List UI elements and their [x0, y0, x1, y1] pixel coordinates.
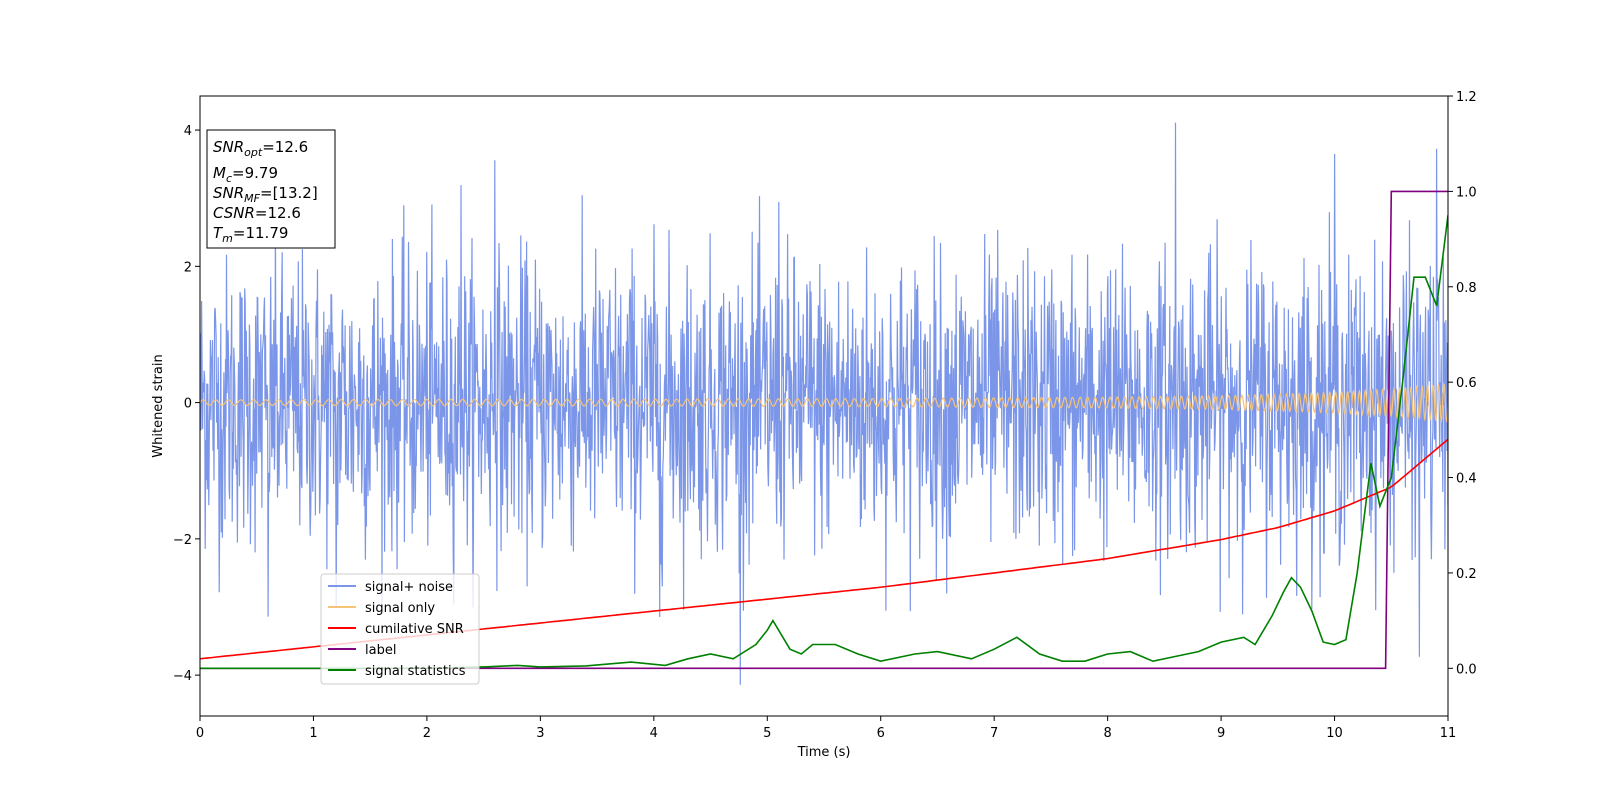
x-tick-label: 9	[1217, 726, 1225, 741]
x-tick-label: 7	[990, 726, 998, 741]
y-tick-label: −4	[173, 669, 192, 684]
x-tick-label: 8	[1103, 726, 1111, 741]
y2-tick-label: 0.6	[1456, 376, 1477, 391]
info-box: SNRopt=12.6 Mc=9.79 SNRMF=[13.2] CSNR=12…	[206, 129, 336, 249]
x-tick-label: 2	[423, 726, 431, 741]
info-snr-opt-sub: opt	[244, 146, 263, 159]
info-tm-sub: m	[222, 232, 233, 245]
x-tick-label: 6	[877, 726, 885, 741]
info-tm-value: =11.79	[233, 224, 289, 242]
info-snr-mf-value: =[13.2]	[260, 184, 318, 202]
x-tick-label: 0	[196, 726, 204, 741]
info-csnr-value: =12.6	[255, 204, 301, 222]
info-box-frame	[206, 129, 336, 249]
info-csnr: CSNR=12.6	[213, 204, 301, 222]
legend: signal+ noise signal only cumilative SNR la…	[320, 573, 480, 685]
x-axis-label: Time (s)	[797, 745, 851, 760]
x-tick-label: 10	[1326, 726, 1343, 741]
info-tm-symbol: T	[213, 224, 224, 242]
y-tick-label: −2	[173, 533, 192, 548]
info-mc: Mc=9.79	[213, 164, 278, 185]
info-snr-opt: SNRopt=12.6	[213, 138, 308, 159]
info-mc-symbol: M	[213, 164, 226, 182]
x-tick-label: 1	[309, 726, 317, 741]
info-mc-value: =9.79	[232, 164, 278, 182]
info-mc-sub: c	[226, 172, 232, 185]
legend-entry: label	[365, 643, 396, 658]
info-snr-mf: SNRMF=[13.2]	[213, 184, 318, 205]
y-axis-left: −4 −2 0 2 4	[173, 124, 200, 684]
info-tm: Tm=11.79	[213, 224, 288, 245]
info-snr-opt-value: =12.6	[262, 138, 308, 156]
plot-frame	[199, 95, 1449, 717]
legend-entry: signal+ noise	[365, 580, 453, 595]
legend-entry: signal statistics	[365, 664, 466, 679]
y-tick-label: 2	[184, 260, 192, 275]
y-tick-label: 0	[184, 397, 192, 412]
y-axis-right: 0.0 0.2 0.4 0.6 0.8 1.0 1.2	[1448, 90, 1477, 677]
series-signal-only	[200, 381, 1448, 424]
y2-tick-label: 0.0	[1456, 662, 1477, 677]
info-snr-mf-symbol: SNR	[213, 184, 244, 202]
series-signal-statistics	[200, 215, 1448, 670]
y2-tick-label: 0.8	[1456, 281, 1477, 296]
legend-entry: cumilative SNR	[365, 622, 464, 637]
y2-tick-label: 1.0	[1456, 185, 1477, 200]
y2-tick-label: 1.2	[1456, 90, 1477, 105]
info-snr-opt-symbol: SNR	[213, 138, 244, 156]
x-tick-label: 3	[536, 726, 544, 741]
series-label	[200, 190, 1448, 670]
info-snr-mf-sub: MF	[244, 192, 260, 205]
legend-frame	[320, 573, 480, 685]
x-tick-label: 4	[650, 726, 658, 741]
x-tick-label: 11	[1440, 726, 1457, 741]
y2-tick-label: 0.2	[1456, 567, 1477, 582]
legend-entry: signal only	[365, 601, 435, 616]
y-axis-label: Whitened strain	[151, 354, 166, 457]
series-signal-noise	[200, 122, 1448, 685]
x-axis: 0 1 2 3 4 5 6 7 8 9 10 11	[196, 716, 1456, 741]
y2-tick-label: 0.4	[1456, 472, 1477, 487]
y-tick-label: 4	[184, 124, 192, 139]
info-csnr-symbol: CSNR	[213, 204, 255, 222]
x-tick-label: 5	[763, 726, 771, 741]
